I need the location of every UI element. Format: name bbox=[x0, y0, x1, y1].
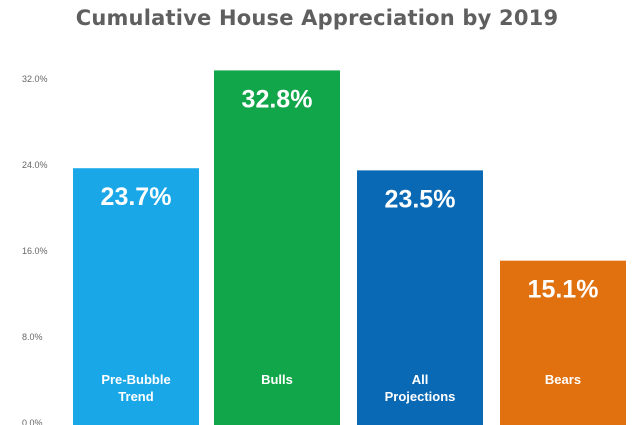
category-label: Bulls bbox=[261, 372, 293, 387]
category-label-line: Trend bbox=[118, 389, 153, 404]
category-label-line: All bbox=[412, 372, 429, 387]
y-tick-label: 0.0% bbox=[22, 418, 43, 425]
y-tick-label: 8.0% bbox=[22, 332, 43, 342]
category-label: Bears bbox=[545, 372, 581, 387]
label-group: 23.7% Pre-Bubble Trend 32.8% Bulls 23.5% All Pr… bbox=[101, 85, 599, 404]
bar bbox=[500, 260, 626, 425]
bar bbox=[357, 170, 483, 425]
category-label-line: Pre-Bubble bbox=[101, 372, 170, 387]
y-tick-label: 24.0% bbox=[22, 160, 48, 170]
bar-value-label: 32.8% bbox=[242, 85, 313, 113]
y-tick-label: 16.0% bbox=[22, 246, 48, 256]
category-label-line: Projections bbox=[385, 389, 456, 404]
y-tick-label: 32.0% bbox=[22, 74, 48, 84]
bar-value-label: 15.1% bbox=[528, 276, 599, 304]
category-label-line: Bulls bbox=[261, 372, 293, 387]
bar-value-label: 23.5% bbox=[385, 185, 456, 213]
bar bbox=[214, 70, 340, 425]
category-label-line: Bears bbox=[545, 372, 581, 387]
y-axis-ticks: 0.0% 8.0% 16.0% 24.0% 32.0% bbox=[22, 74, 48, 425]
bar-group bbox=[73, 70, 626, 425]
bar bbox=[73, 168, 199, 425]
category-label: All Projections bbox=[385, 372, 456, 404]
category-label: Pre-Bubble Trend bbox=[101, 372, 170, 404]
bar-value-label: 23.7% bbox=[101, 183, 172, 211]
chart-title: Cumulative House Appreciation by 2019 bbox=[75, 6, 559, 30]
